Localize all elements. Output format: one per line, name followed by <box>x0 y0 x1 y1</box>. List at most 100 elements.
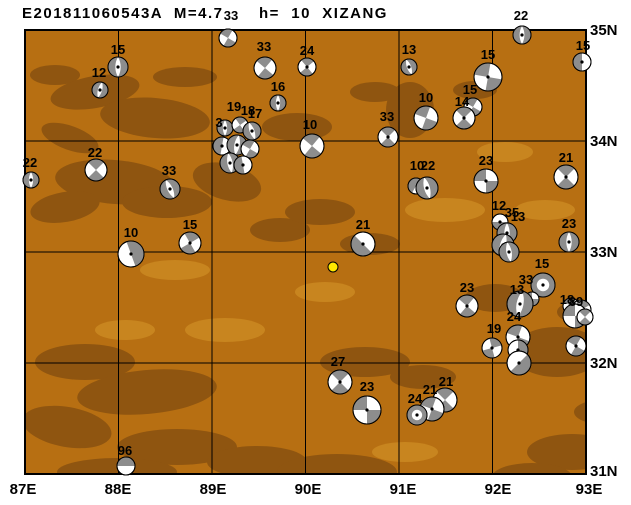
ball-crescent <box>31 172 39 188</box>
ball-half <box>573 53 582 71</box>
ball-quadrant <box>486 181 498 193</box>
ball-center-dot <box>276 101 280 105</box>
ball-rim <box>178 231 202 255</box>
focal-mechanism-ball <box>498 241 520 263</box>
ball-quadrant <box>367 410 381 424</box>
focal-mechanism-ball <box>558 231 580 253</box>
ball-crescent <box>559 232 569 252</box>
map-frame <box>24 29 587 475</box>
focal-mechanism-ball <box>297 57 317 77</box>
event-label: 12 <box>492 198 506 213</box>
ball-rim <box>84 158 108 182</box>
focal-mechanism-ball <box>84 158 108 182</box>
ball-shading <box>573 53 582 71</box>
focal-mechanism-ball <box>473 168 499 194</box>
event-label-overlap: 18 <box>560 292 574 307</box>
event-label: 23 <box>562 216 576 231</box>
focal-mechanism-ball <box>400 58 418 76</box>
ball-center-dot <box>415 413 419 417</box>
ball-center-dot <box>228 161 232 165</box>
ball-rim <box>352 395 382 425</box>
ball-quadrant <box>571 346 585 356</box>
ball-crescent <box>513 26 522 44</box>
event-label: 23 <box>360 379 374 394</box>
event-label: 13 <box>510 282 524 297</box>
focal-mechanism-ball <box>22 171 40 189</box>
latitude-label: 35N <box>590 22 618 39</box>
ball-rim <box>350 231 376 257</box>
ball-rim <box>473 168 499 194</box>
longitude-label: 89E <box>200 481 227 498</box>
event-label: 33 <box>380 109 394 124</box>
ball-crescent <box>424 177 438 199</box>
ball-quadrant <box>474 63 491 77</box>
focal-mechanism-ball <box>327 369 353 395</box>
ball-shading <box>117 457 135 466</box>
ball-quadrant <box>380 137 396 147</box>
terrain-dark-patch <box>117 429 237 465</box>
event-label: 22 <box>23 155 37 170</box>
ball-crescent <box>160 179 175 199</box>
event-label-overlap: 35 <box>505 205 519 220</box>
event-label: 16 <box>271 79 285 94</box>
ball-crescent <box>248 122 261 140</box>
ball-center-dot <box>541 283 545 287</box>
ball-center-dot <box>338 380 342 384</box>
ball-center-dot <box>484 179 488 183</box>
ball-quadrant <box>184 232 200 243</box>
terrain-dark-patch <box>350 82 400 102</box>
ball-shading <box>456 107 472 129</box>
ball-center-dot <box>425 186 429 190</box>
terrain-light-patch <box>405 198 485 222</box>
plot-title-left: E201811060543A M=4.7 <box>22 5 224 22</box>
ball-rim <box>530 272 556 298</box>
event-label: 33 <box>162 163 176 178</box>
ball-rim <box>233 155 253 175</box>
ball-rim <box>565 335 587 357</box>
ball-rim <box>240 139 260 159</box>
ball-rim <box>406 404 428 426</box>
ball-shading <box>88 159 104 181</box>
terrain-dark-patch <box>492 463 572 474</box>
ball-shading <box>220 29 236 47</box>
ball-rim <box>22 171 40 189</box>
ball-quadrant <box>245 149 258 158</box>
event-label: 10 <box>419 90 433 105</box>
terrain-light-patch <box>140 260 210 280</box>
ball-crescent <box>227 135 239 155</box>
terrain-light-patch <box>295 282 355 302</box>
terrain-dark-patch <box>30 65 80 85</box>
ball-center-dot <box>574 344 578 348</box>
focal-mechanism-ball <box>299 133 325 159</box>
ball-quadrant <box>579 309 591 317</box>
event-label: 15 <box>111 42 125 57</box>
ball-crescent <box>118 57 128 77</box>
terrain-dark-patch <box>122 186 212 218</box>
ball-rim <box>91 81 109 99</box>
ball-rim <box>506 350 532 376</box>
ball-center-dot <box>305 65 309 69</box>
focal-mechanism-ball <box>415 176 439 200</box>
ball-center-dot <box>29 178 33 182</box>
ball-shading <box>256 57 274 79</box>
ball-rim <box>269 94 287 112</box>
ball-quadrant <box>557 177 575 189</box>
event-label: 22 <box>88 145 102 160</box>
event-label: 19 <box>487 321 501 336</box>
ball-shading <box>567 336 585 356</box>
focal-mechanism-ball <box>481 337 503 359</box>
ball-quadrant <box>235 117 247 125</box>
ball-crescent <box>243 122 256 140</box>
ball-half <box>351 235 372 256</box>
event-label: 33 <box>224 8 238 23</box>
latitude-label: 32N <box>590 355 618 372</box>
terrain-dark-patch <box>35 344 135 380</box>
focal-mechanism-ball <box>216 119 234 137</box>
ball-quadrant <box>576 300 590 310</box>
ball-shading <box>213 137 224 155</box>
ball-center-dot <box>361 242 365 246</box>
focal-mechanism-ball <box>455 294 479 318</box>
terrain-light-patch <box>372 442 438 462</box>
terrain-dark-patch <box>41 122 99 154</box>
